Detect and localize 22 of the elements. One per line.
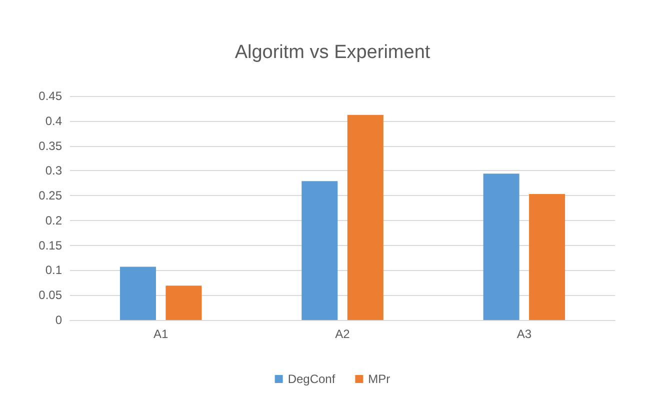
chart-title: Algoritm vs Experiment xyxy=(234,42,431,63)
x-tick-label: A1 xyxy=(153,327,168,341)
bar xyxy=(166,286,202,320)
y-tick-label: 0.25 xyxy=(38,188,62,203)
y-tick-label: 0.3 xyxy=(45,164,62,178)
bar xyxy=(120,266,156,320)
y-tick-label: 0.4 xyxy=(45,114,62,128)
bar xyxy=(483,174,520,320)
bar xyxy=(347,114,384,320)
legend-label: MPr xyxy=(368,372,390,386)
y-tick-label: 0.45 xyxy=(38,89,62,103)
x-tick-label: A3 xyxy=(516,327,532,341)
y-tick-label: 0.05 xyxy=(38,288,62,302)
bar xyxy=(302,181,338,320)
y-tick-label: 0.2 xyxy=(45,213,62,228)
y-tick-label: 0.15 xyxy=(38,238,62,252)
x-tick-label: A2 xyxy=(335,327,350,341)
y-tick-label: 0.1 xyxy=(45,263,62,278)
bar xyxy=(529,194,566,320)
y-tick-label: 0.35 xyxy=(38,138,62,153)
y-tick-label: 0 xyxy=(55,313,62,327)
legend-label: DegConf xyxy=(288,372,336,386)
